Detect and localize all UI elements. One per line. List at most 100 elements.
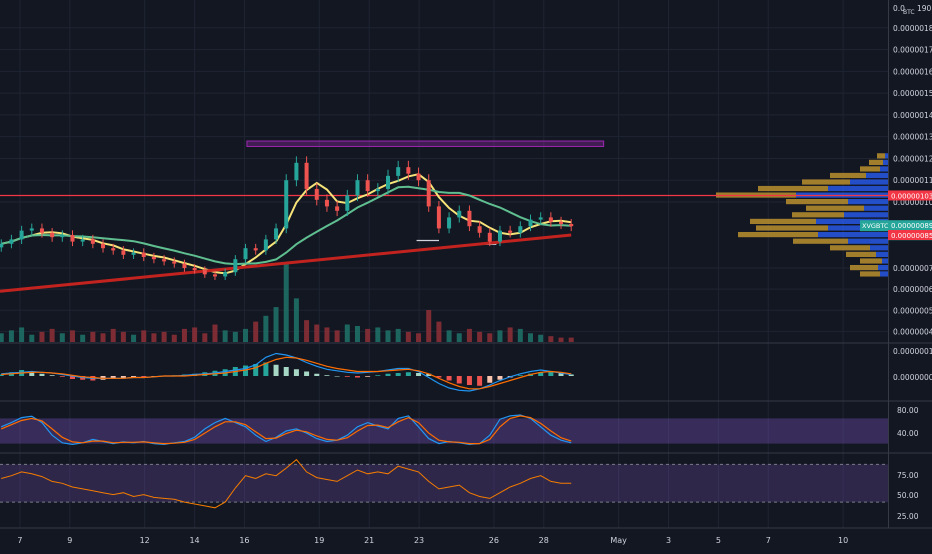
stoch-band bbox=[0, 418, 888, 444]
candle-body bbox=[365, 180, 370, 192]
macd-hist-bar bbox=[354, 376, 360, 378]
candle-body bbox=[29, 228, 34, 231]
candle-body bbox=[447, 217, 452, 229]
macd-hist-bar bbox=[426, 373, 432, 376]
candle-body bbox=[263, 239, 268, 251]
rsi-tick-label: 25.00 bbox=[897, 512, 919, 521]
volume-bar bbox=[395, 328, 401, 342]
rsi-line bbox=[1, 458, 572, 509]
stoch-d-line bbox=[0, 415, 572, 445]
candle-body bbox=[202, 270, 207, 275]
candle-body bbox=[70, 235, 75, 242]
macd-pane bbox=[0, 352, 574, 392]
rsi-pane bbox=[0, 458, 888, 509]
candle-body bbox=[436, 206, 441, 229]
candle-body bbox=[416, 173, 421, 181]
macd-hist-bar bbox=[385, 373, 391, 376]
macd-hist-bar bbox=[283, 367, 289, 376]
volume-bar bbox=[19, 327, 25, 342]
candle-body bbox=[487, 232, 492, 242]
volume-bar bbox=[232, 331, 238, 342]
candle-body bbox=[0, 243, 4, 248]
volume-profile-buy bbox=[806, 205, 864, 211]
stochastic-pane bbox=[0, 414, 888, 446]
volume-bar bbox=[334, 330, 340, 342]
time-tick-label: 9 bbox=[67, 536, 72, 545]
volume-bar bbox=[477, 331, 483, 342]
volume-bar bbox=[426, 310, 432, 342]
volume-bar bbox=[253, 321, 259, 342]
candle-body bbox=[101, 243, 106, 249]
ma-long-line bbox=[0, 233, 572, 293]
volume-bar bbox=[263, 315, 269, 342]
macd-hist-bar bbox=[456, 376, 462, 384]
macd-hist-bar bbox=[344, 376, 350, 377]
macd-hist-bar bbox=[273, 364, 279, 376]
macd-hist-bar bbox=[538, 372, 544, 376]
volume-profile-buy bbox=[860, 166, 880, 172]
candle-body bbox=[50, 232, 55, 238]
candle-body bbox=[223, 272, 228, 277]
volume-bar bbox=[436, 321, 442, 342]
macd-hist-bar bbox=[375, 375, 381, 376]
candle-body bbox=[457, 210, 462, 218]
macd-signal-line bbox=[1, 356, 572, 390]
candle-body bbox=[284, 180, 289, 229]
candle-body bbox=[151, 257, 156, 260]
macd-hist-bar bbox=[110, 376, 116, 379]
volume-bar bbox=[507, 327, 513, 342]
macd-hist-bar bbox=[446, 376, 452, 381]
volume-profile-buy bbox=[830, 172, 866, 179]
volume-profile-sell bbox=[880, 166, 888, 172]
macd-hist-bar bbox=[39, 373, 45, 376]
time-tick-label: 5 bbox=[716, 536, 721, 545]
candle-body bbox=[243, 248, 248, 260]
volume-bar bbox=[110, 328, 116, 342]
macd-tick-label: 0.00000000 bbox=[893, 373, 932, 382]
volume-profile-sell bbox=[870, 245, 888, 251]
time-tick-label: 10 bbox=[838, 536, 848, 545]
time-tick-label: 3 bbox=[666, 536, 671, 545]
macd-hist-bar bbox=[243, 365, 249, 376]
volume-bar bbox=[8, 330, 14, 342]
stoch-tick-label: 40.00 bbox=[897, 429, 919, 438]
macd-hist-bar bbox=[314, 373, 320, 376]
candle-body bbox=[538, 217, 543, 220]
volume-profile-sell bbox=[848, 238, 888, 244]
volume-profile-sell bbox=[844, 212, 888, 218]
macd-hist-bar bbox=[497, 376, 503, 380]
volume-profile-buy bbox=[860, 271, 880, 277]
macd-hist-bar bbox=[69, 376, 75, 379]
candle-body bbox=[121, 250, 126, 255]
time-tick-label: 23 bbox=[414, 536, 424, 545]
volume-bar bbox=[354, 326, 360, 342]
volume-bar bbox=[344, 324, 350, 342]
volume-profile-sell bbox=[866, 172, 888, 179]
volume-bar bbox=[568, 337, 574, 342]
candle-body bbox=[345, 195, 350, 211]
candle-body bbox=[182, 263, 187, 268]
volume-bars bbox=[0, 262, 574, 342]
volume-bar bbox=[131, 334, 137, 342]
volume-bar bbox=[171, 334, 177, 342]
volume-bar bbox=[304, 320, 310, 342]
candle-body bbox=[80, 239, 85, 242]
badge-resistance-text: 0.00000103 bbox=[891, 192, 932, 200]
volume-bar bbox=[487, 333, 493, 342]
candle-body bbox=[60, 235, 65, 238]
volume-bar bbox=[29, 334, 35, 342]
candle-body bbox=[9, 239, 14, 244]
time-tick-label: 21 bbox=[364, 536, 374, 545]
time-tick-label: 26 bbox=[489, 536, 499, 545]
price-top-label: 0.0 bbox=[893, 4, 905, 13]
volume-profile-sell bbox=[816, 218, 888, 224]
